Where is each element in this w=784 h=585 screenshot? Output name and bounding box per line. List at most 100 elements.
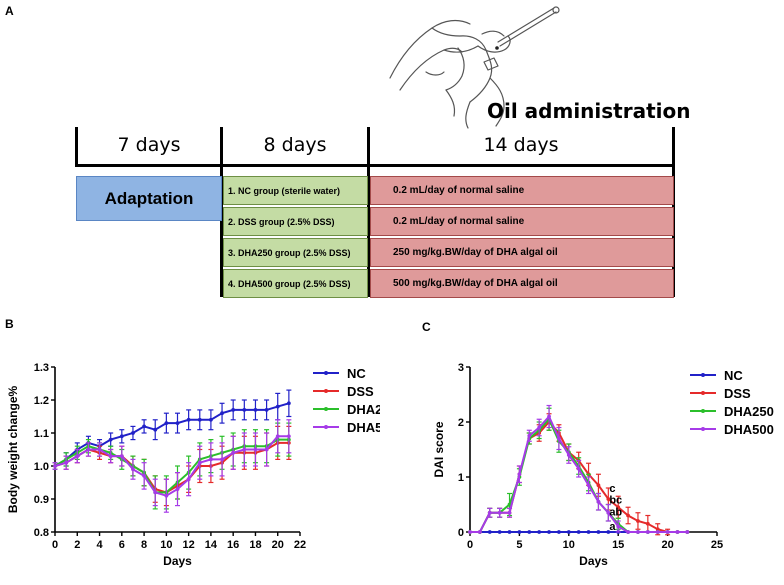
body-weight-chart: 0.8 0.9 1.0 1.1 1.2 1.3 0 2 4 6 8 10 12 14 16 18 20 22 Day… [6, 362, 380, 568]
data-point [527, 530, 532, 534]
legend-marker [701, 409, 705, 413]
significance-annotation: a [609, 521, 616, 533]
legend-label: NC [724, 368, 743, 383]
x-tick-label: 6 [119, 539, 125, 551]
data-point [557, 530, 561, 534]
data-point [164, 493, 169, 498]
treatment-box: 0.2 mL/day of normal saline [370, 176, 674, 205]
series-dha500 [52, 419, 292, 513]
adaptation-box: Adaptation [76, 176, 222, 221]
significance-annotation: ab [609, 507, 622, 519]
data-point [242, 408, 247, 412]
period-oil: 14 days [483, 134, 559, 156]
data-point [131, 431, 135, 435]
data-point [275, 434, 280, 439]
data-point [626, 530, 630, 534]
data-point [119, 454, 124, 458]
period-adaptation: 7 days [117, 134, 181, 156]
x-axis-label: Days [579, 554, 608, 568]
series-dha500 [468, 404, 690, 534]
data-point [507, 510, 512, 515]
x-tick-label: 15 [612, 539, 624, 551]
data-point [86, 447, 91, 452]
data-point [275, 404, 280, 409]
x-tick-label: 4 [96, 539, 103, 551]
data-point [655, 527, 660, 532]
data-point [186, 417, 191, 422]
y-tick-label: 0.8 [34, 527, 49, 539]
data-point [253, 447, 258, 452]
data-point [507, 530, 512, 534]
legend-marker [701, 373, 705, 377]
data-point [497, 510, 502, 515]
data-point [231, 450, 236, 455]
y-tick-label: 2 [458, 417, 464, 429]
y-tick-label: 0.9 [34, 494, 49, 506]
timeline-divider [367, 127, 370, 297]
data-point [547, 530, 551, 534]
data-point [119, 434, 124, 439]
group-box: 2. DSS group (2.5% DSS) [223, 207, 368, 236]
legend-label: DHA250 [724, 404, 774, 419]
x-tick-label: 8 [141, 539, 147, 551]
panel-label-a: A [5, 4, 14, 18]
legend-label: NC [347, 366, 366, 381]
legend-marker [324, 425, 328, 429]
data-point [547, 414, 551, 419]
data-point [636, 530, 640, 534]
data-point [655, 530, 660, 534]
data-point [286, 434, 291, 439]
data-point [487, 510, 492, 515]
data-point [606, 497, 611, 501]
x-tick-label: 5 [516, 539, 522, 551]
legend-label: DSS [347, 384, 374, 399]
data-point [186, 477, 191, 482]
data-point [665, 530, 670, 534]
data-point [197, 460, 202, 465]
hand-gavage-mouse-icon [389, 6, 560, 129]
data-point [487, 530, 492, 534]
data-point [645, 530, 650, 534]
experiment-schematic: A Oil administration 7 days 8 days 14 [5, 4, 691, 298]
data-point [231, 408, 236, 412]
legend-label: DHA500 [724, 422, 774, 437]
data-point [616, 505, 621, 510]
x-tick-label: 10 [160, 539, 172, 551]
data-point [626, 513, 630, 518]
x-axis-label: Days [163, 554, 192, 568]
y-tick-label: 1.2 [34, 395, 49, 407]
data-point [153, 427, 158, 432]
y-tick-label: 1.1 [34, 428, 49, 440]
y-tick-label: 1.3 [34, 362, 49, 374]
timeline-bar [75, 164, 675, 167]
period-dss: 8 days [263, 134, 327, 156]
data-point [537, 530, 542, 534]
legend-marker [701, 391, 705, 395]
data-point [209, 417, 213, 422]
data-point [596, 483, 601, 488]
x-tick-label: 12 [183, 539, 195, 551]
data-point [197, 417, 202, 422]
data-point [675, 530, 680, 534]
data-point [142, 424, 146, 429]
x-tick-label: 20 [272, 539, 284, 551]
data-point [636, 519, 640, 523]
data-point [131, 467, 135, 472]
data-point [616, 524, 621, 529]
data-point [596, 499, 601, 504]
x-tick-label: 25 [711, 539, 723, 551]
x-tick-label: 18 [249, 539, 261, 551]
x-tick-label: 0 [467, 539, 473, 551]
y-tick-label: 1.0 [34, 461, 49, 473]
series-line [54, 441, 289, 494]
data-point [566, 530, 571, 534]
data-point [175, 487, 180, 491]
data-point [685, 530, 690, 534]
significance-annotation: c [609, 483, 615, 495]
data-point [527, 433, 532, 438]
y-tick-label: 3 [458, 362, 464, 374]
x-tick-label: 10 [563, 539, 575, 551]
data-point [53, 464, 57, 468]
data-point [468, 530, 472, 534]
